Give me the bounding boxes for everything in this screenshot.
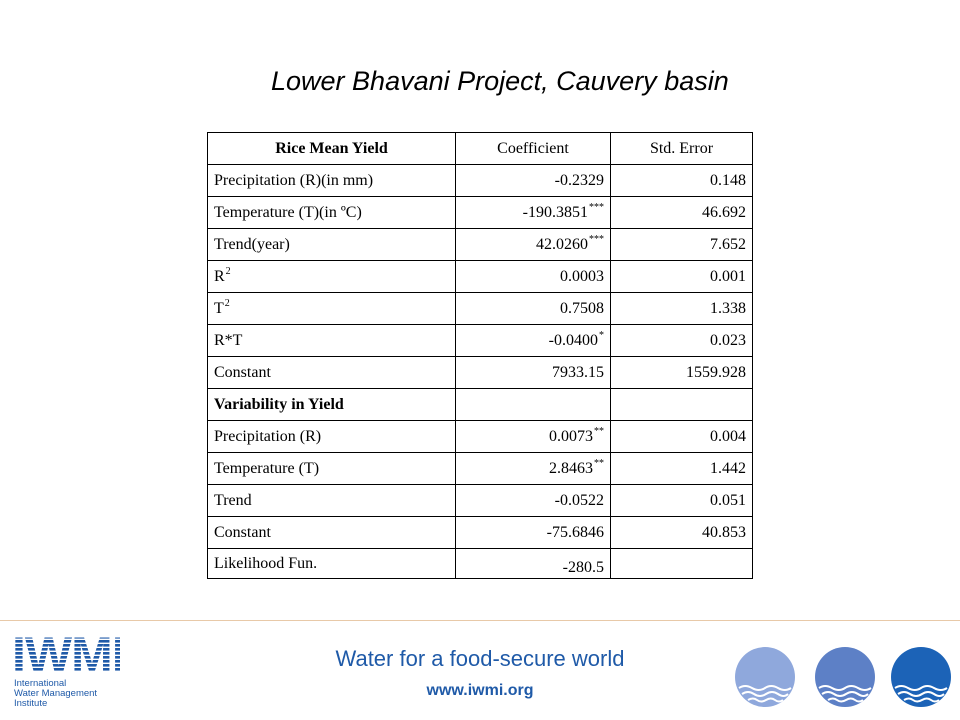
logo-line-2: Water Management [14,688,98,699]
table-row: T2 0.7508 1.338 [207,292,753,325]
table-row: Precipitation (R) 0.0073** 0.004 [207,420,753,453]
coefficient-value: 0.7508 [560,299,604,317]
table-row: Likelihood Fun. -280.5 [207,548,753,579]
row-label: Likelihood Fun. [207,548,456,579]
regression-table: Rice Mean Yield Coefficient Std. Error P… [207,132,753,579]
table-row: Trend(year) 42.0260*** 7.652 [207,228,753,261]
coefficient-cell: -0.2329 [455,164,611,197]
footer-tagline: Water for a food-secure world [335,646,625,671]
coefficient-value: 0.0073 [549,427,593,445]
std-error-cell: 1559.928 [610,356,753,389]
std-error-cell: 0.004 [610,420,753,453]
coefficient-cell: 0.0003 [455,260,611,293]
significance-marker: ** [594,457,604,469]
table-header-row: Rice Mean Yield Coefficient Std. Error [207,132,753,165]
exponent: 2 [225,265,231,277]
row-label: T2 [207,292,456,325]
table-row: Constant 7933.15 1559.928 [207,356,753,389]
table-row: R2 0.0003 0.001 [207,260,753,293]
section-label: Variability in Yield [207,388,456,421]
std-error-cell: 40.853 [610,516,753,549]
row-label: Temperature (T) [207,452,456,485]
table-row: Constant -75.6846 40.853 [207,516,753,549]
section-header-row: Variability in Yield [207,388,753,421]
std-error-cell: 0.148 [610,164,753,197]
coefficient-cell: -280.5 [455,548,611,579]
row-label: Constant [207,356,456,389]
row-label-text: R [214,267,225,285]
water-drop-dark-icon [891,647,951,707]
significance-marker: ** [594,425,604,437]
header-std-error: Std. Error [610,132,753,165]
coefficient-cell: -190.3851*** [455,196,611,229]
coefficient-cell: 42.0260*** [455,228,611,261]
slide-title: Lower Bhavani Project, Cauvery basin [271,66,729,96]
logo-line-3: Institute [14,698,48,709]
std-error-cell: 1.442 [610,452,753,485]
row-label: Temperature (T)(in ºC) [207,196,456,229]
coefficient-cell: -0.0400* [455,324,611,357]
std-error-cell [610,388,753,421]
coefficient-cell: -0.0522 [455,484,611,517]
coefficient-cell: -75.6846 [455,516,611,549]
water-drop-light-icon [735,647,795,707]
coefficient-cell: 0.0073** [455,420,611,453]
logo-wordmark: IWMI [12,632,120,676]
row-label: R2 [207,260,456,293]
coefficient-value: 42.0260 [536,235,588,253]
significance-marker: *** [589,201,604,213]
coefficient-value: 7933.15 [552,363,604,381]
coefficient-cell: 0.7508 [455,292,611,325]
exponent: 2 [224,297,230,309]
coefficient-value: -190.3851 [522,203,588,221]
significance-marker: *** [589,233,604,245]
coefficient-value: -0.2329 [554,171,604,189]
coefficient-value: 2.8463 [549,459,593,477]
iwmi-logo: IWMI International Water Management Inst… [12,632,122,712]
std-error-cell: 0.023 [610,324,753,357]
std-error-cell: 7.652 [610,228,753,261]
header-coefficient: Coefficient [455,132,611,165]
iwmi-logo-mark: IWMI [12,632,120,676]
row-label: R*T [207,324,456,357]
std-error-cell: 1.338 [610,292,753,325]
table-row: R*T -0.0400* 0.023 [207,324,753,357]
std-error-cell [610,548,753,579]
std-error-cell: 0.051 [610,484,753,517]
table-row: Precipitation (R)(in mm) -0.2329 0.148 [207,164,753,197]
coefficient-value: -280.5 [562,558,604,576]
coefficient-cell: 2.8463** [455,452,611,485]
row-label: Precipitation (R)(in mm) [207,164,456,197]
table-row: Trend -0.0522 0.051 [207,484,753,517]
row-label: Constant [207,516,456,549]
row-label-text: T [214,299,224,317]
significance-marker: * [599,329,604,341]
footer-url[interactable]: www.iwmi.org [426,682,534,699]
coefficient-value: -0.0400 [548,331,598,349]
std-error-cell: 0.001 [610,260,753,293]
logo-line-1: International [14,678,67,689]
row-label: Trend [207,484,456,517]
footer-divider [0,620,960,621]
water-drop-medium-icon [815,647,875,707]
coefficient-value: 0.0003 [560,267,604,285]
row-label: Precipitation (R) [207,420,456,453]
header-label: Rice Mean Yield [207,132,456,165]
coefficient-cell [455,388,611,421]
coefficient-value: -0.0522 [554,491,604,509]
table-row: Temperature (T) 2.8463** 1.442 [207,452,753,485]
row-label: Trend(year) [207,228,456,261]
coefficient-cell: 7933.15 [455,356,611,389]
std-error-cell: 46.692 [610,196,753,229]
coefficient-value: -75.6846 [546,523,604,541]
table-row: Temperature (T)(in ºC) -190.3851*** 46.6… [207,196,753,229]
